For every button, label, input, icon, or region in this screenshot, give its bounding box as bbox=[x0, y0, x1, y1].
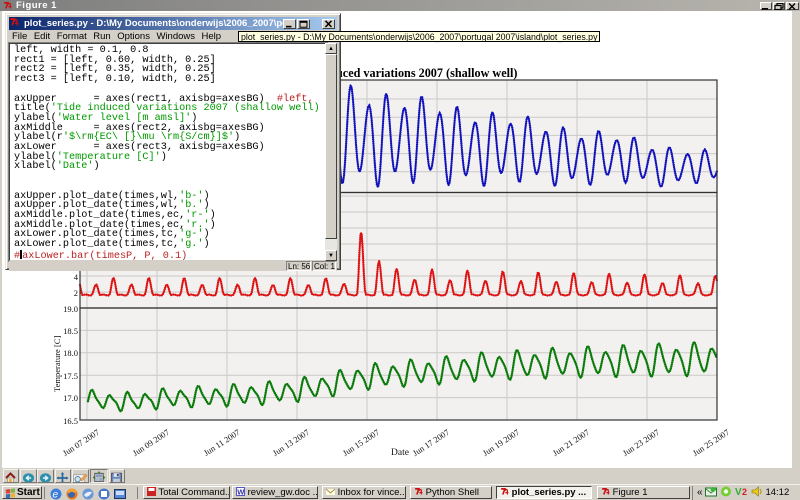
svg-text:2: 2 bbox=[742, 487, 747, 497]
svg-text:W: W bbox=[237, 488, 245, 497]
svg-text:e: e bbox=[53, 490, 59, 500]
svg-text:V: V bbox=[735, 487, 742, 497]
